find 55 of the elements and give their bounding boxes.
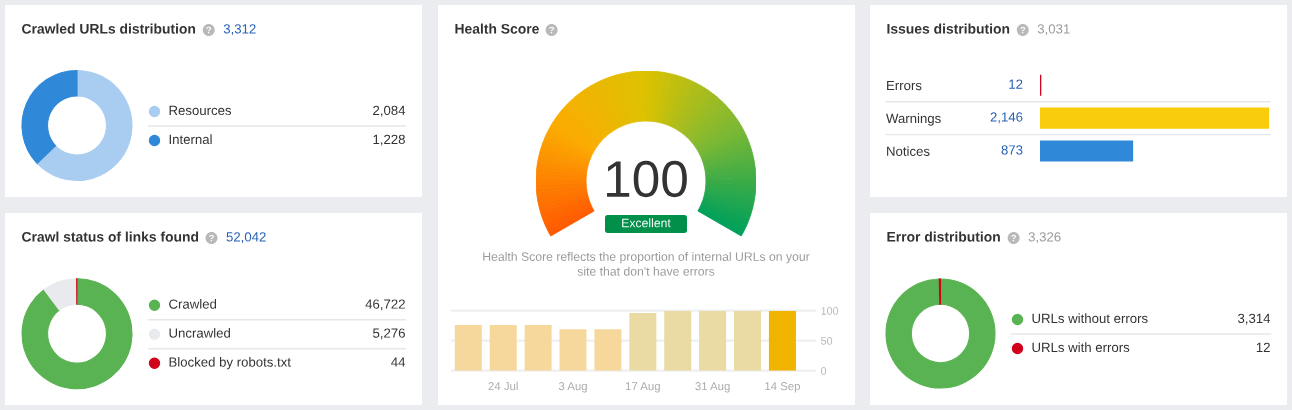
text: 3,312 <box>223 24 256 36</box>
donut-slice <box>21 69 78 164</box>
x-tick-label: 3 Aug <box>558 382 587 393</box>
chart-title: Issues distribution <box>887 23 1010 34</box>
text: Health Score reflects the proportion of internal URLs on your site that don't have errors <box>483 251 810 276</box>
legend-label: Uncrawled <box>169 328 230 338</box>
y-tick-label: Errors <box>887 80 922 91</box>
x-tick-label: 14 Sep <box>765 382 801 393</box>
donut-slice <box>36 69 133 182</box>
y-tick-label: Warnings <box>886 113 941 126</box>
data-label: 2,084 <box>373 105 406 117</box>
y-tick-label: 0 <box>820 367 827 375</box>
bar <box>664 310 692 371</box>
bar <box>559 329 587 371</box>
data-label: 44 <box>391 357 406 367</box>
legend-label: Crawled <box>169 299 217 309</box>
y-tick-label: 50 <box>820 337 833 345</box>
text: 3,031 <box>1037 24 1070 36</box>
x-tick-label: 17 Aug <box>625 382 660 393</box>
text: Excellent <box>622 218 671 228</box>
bar <box>594 329 622 371</box>
data-label: 2,146 <box>990 112 1023 124</box>
text: Health Score <box>455 23 539 34</box>
bar <box>524 325 552 371</box>
bar <box>699 310 727 371</box>
bar <box>454 325 482 371</box>
legend-label: URLs without errors <box>1032 313 1148 324</box>
data-label: 5,276 <box>373 328 405 340</box>
bar <box>629 313 657 371</box>
legend-label: URLs with errors <box>1032 342 1130 353</box>
chart-title: Crawled URLs distribution <box>22 23 196 34</box>
x-tick-label: 24 Jul <box>488 381 518 391</box>
text: 52,042 <box>226 232 266 244</box>
chart-title: Error distribution <box>887 231 1000 242</box>
legend-label: Blocked by robots.txt <box>169 357 291 370</box>
legend-label: Internal <box>169 134 212 145</box>
text: 3,326 <box>1028 232 1061 244</box>
donut-slice <box>43 278 78 311</box>
x-tick-label: 31 Aug <box>695 382 730 393</box>
data-label: 12 <box>1009 79 1023 89</box>
data-label: 1,228 <box>373 134 405 146</box>
y-tick-label: Notices <box>887 146 930 156</box>
data-label: 12 <box>1256 342 1270 352</box>
donut-slice <box>885 278 996 389</box>
data-label: 100 <box>607 160 687 198</box>
donut-slice <box>21 278 133 390</box>
bar <box>489 325 517 371</box>
y-tick-label: 100 <box>821 307 839 315</box>
data-label: 3,314 <box>1237 313 1271 325</box>
data-label: 873 <box>1001 145 1023 155</box>
bar <box>734 310 762 371</box>
legend-label: Resources <box>169 105 232 116</box>
chart-title: Crawl status of links found <box>22 231 199 242</box>
bar <box>768 310 796 371</box>
data-label: 46,722 <box>365 299 405 311</box>
